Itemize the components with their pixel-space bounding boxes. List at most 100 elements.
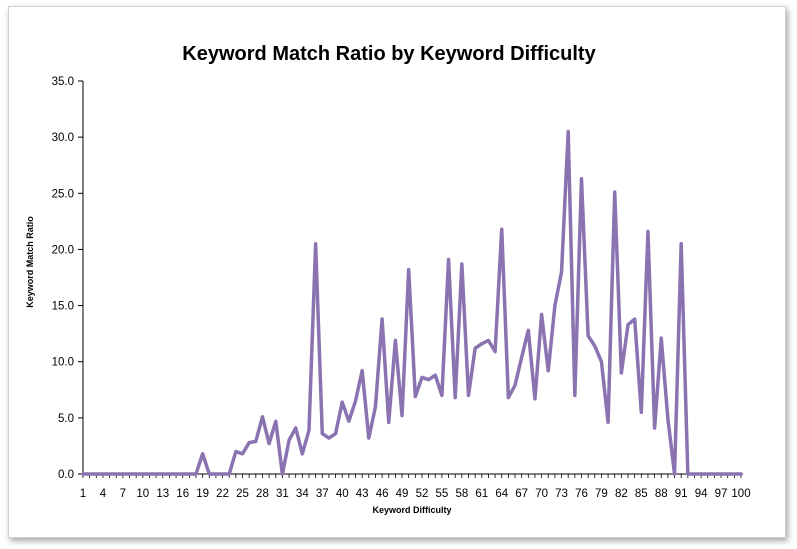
data-point bbox=[208, 473, 211, 476]
x-tick-label: 43 bbox=[356, 488, 369, 500]
data-point bbox=[301, 452, 304, 455]
data-point bbox=[673, 473, 676, 476]
data-point bbox=[327, 437, 330, 440]
x-tick-label: 40 bbox=[336, 488, 349, 500]
data-point bbox=[314, 242, 317, 245]
data-point bbox=[347, 420, 350, 423]
data-point bbox=[155, 473, 158, 476]
x-tick-label: 22 bbox=[216, 488, 229, 500]
data-point bbox=[234, 450, 237, 453]
x-tick-label: 1 bbox=[80, 488, 86, 500]
x-tick-label: 58 bbox=[455, 488, 468, 500]
data-point bbox=[294, 426, 297, 429]
data-point bbox=[261, 415, 264, 418]
data-point bbox=[221, 473, 224, 476]
data-point bbox=[607, 421, 610, 424]
data-point bbox=[434, 374, 437, 377]
data-point bbox=[161, 473, 164, 476]
x-tick-label: 49 bbox=[396, 488, 409, 500]
data-point bbox=[268, 442, 271, 445]
y-tick-label: 5.0 bbox=[58, 413, 74, 425]
data-point bbox=[188, 473, 191, 476]
x-tick-label: 28 bbox=[256, 488, 269, 500]
data-point bbox=[653, 426, 656, 429]
data-point bbox=[666, 417, 669, 420]
data-point bbox=[101, 473, 104, 476]
data-point bbox=[281, 473, 284, 476]
x-tick-label: 55 bbox=[436, 488, 449, 500]
data-point bbox=[680, 242, 683, 245]
data-point bbox=[175, 473, 178, 476]
data-point bbox=[480, 342, 483, 345]
data-point bbox=[95, 473, 98, 476]
data-point bbox=[135, 473, 138, 476]
data-point bbox=[547, 369, 550, 372]
data-point bbox=[726, 473, 729, 476]
data-point bbox=[706, 473, 709, 476]
plot-area bbox=[81, 129, 743, 476]
data-point bbox=[288, 439, 291, 442]
x-tick-label: 10 bbox=[136, 488, 149, 500]
data-point bbox=[374, 405, 377, 408]
data-point bbox=[693, 473, 696, 476]
data-point bbox=[660, 337, 663, 340]
x-tick-label: 13 bbox=[156, 488, 169, 500]
y-tick-label: 0.0 bbox=[58, 469, 74, 481]
data-point bbox=[467, 394, 470, 397]
data-point bbox=[274, 420, 277, 423]
x-tick-label: 25 bbox=[236, 488, 249, 500]
y-tick-label: 20.0 bbox=[52, 244, 74, 256]
data-point bbox=[733, 473, 736, 476]
x-tick-label: 4 bbox=[100, 488, 107, 500]
x-tick-label: 37 bbox=[316, 488, 329, 500]
data-point bbox=[500, 228, 503, 231]
x-tick-label: 88 bbox=[655, 488, 668, 500]
data-point bbox=[587, 334, 590, 337]
data-point bbox=[580, 177, 583, 180]
data-point bbox=[613, 191, 616, 194]
data-point bbox=[627, 323, 630, 326]
x-tick-label: 85 bbox=[635, 488, 648, 500]
chart-title: Keyword Match Ratio by Keyword Difficult… bbox=[182, 43, 596, 65]
data-point bbox=[168, 473, 171, 476]
data-point bbox=[620, 371, 623, 374]
data-point bbox=[394, 339, 397, 342]
x-tick-label: 100 bbox=[731, 488, 750, 500]
data-point bbox=[361, 369, 364, 372]
data-point bbox=[533, 397, 536, 400]
y-axis: 0.0 5.0 10.0 15.0 20.0 25.0 30.0 35.0 bbox=[52, 76, 84, 481]
data-point bbox=[593, 344, 596, 347]
data-point bbox=[354, 400, 357, 403]
x-tick-label: 64 bbox=[495, 488, 508, 500]
data-point bbox=[646, 230, 649, 233]
data-point bbox=[514, 384, 517, 387]
x-tick-label: 34 bbox=[296, 488, 309, 500]
y-tick-label: 30.0 bbox=[52, 132, 74, 144]
data-point bbox=[128, 473, 131, 476]
data-point bbox=[334, 432, 337, 435]
data-point bbox=[115, 473, 118, 476]
data-point bbox=[713, 473, 716, 476]
data-point bbox=[454, 396, 457, 399]
data-point bbox=[407, 268, 410, 271]
data-point bbox=[700, 473, 703, 476]
data-point bbox=[520, 356, 523, 359]
data-point bbox=[88, 473, 91, 476]
x-tick-label: 79 bbox=[595, 488, 608, 500]
data-point bbox=[573, 394, 576, 397]
data-point bbox=[108, 473, 111, 476]
x-tick-label: 97 bbox=[715, 488, 728, 500]
x-tick-label: 91 bbox=[675, 488, 688, 500]
data-point bbox=[194, 473, 197, 476]
y-tick-label: 25.0 bbox=[52, 188, 74, 200]
data-point bbox=[367, 437, 370, 440]
data-point bbox=[487, 339, 490, 342]
data-point bbox=[321, 432, 324, 435]
x-tick-label: 31 bbox=[276, 488, 289, 500]
data-point bbox=[560, 270, 563, 273]
x-tick-label: 67 bbox=[515, 488, 528, 500]
data-point bbox=[494, 350, 497, 353]
x-tick-label: 94 bbox=[695, 488, 708, 500]
data-point bbox=[740, 473, 743, 476]
